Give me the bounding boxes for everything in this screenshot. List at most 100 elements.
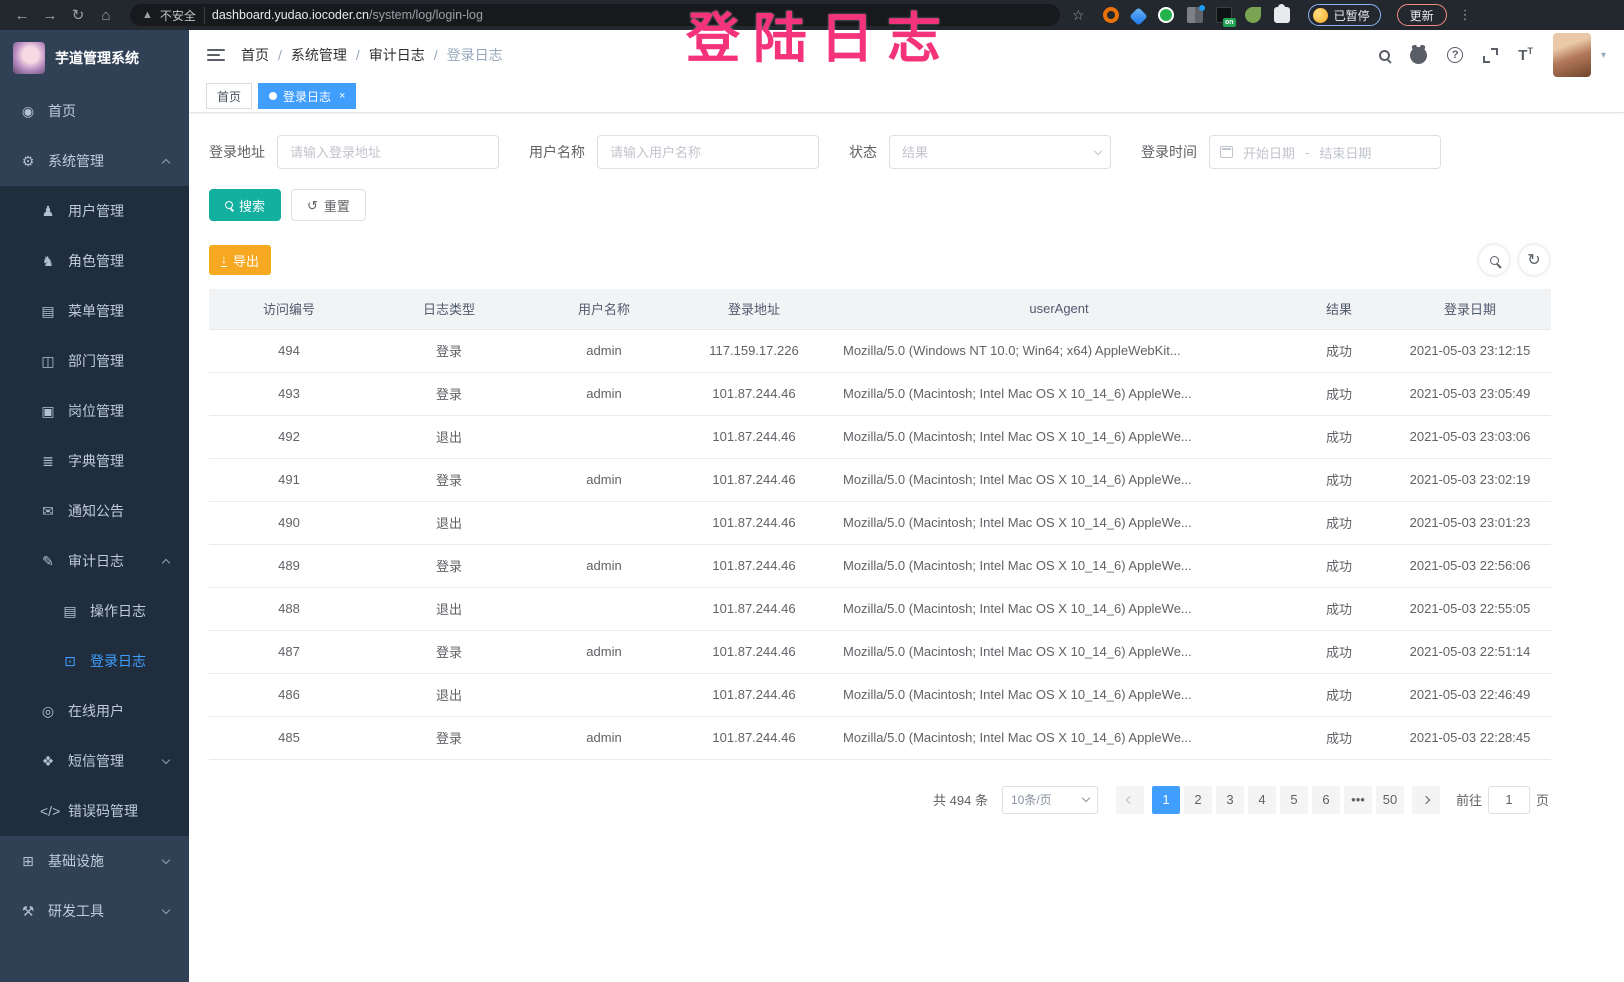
fullscreen-icon[interactable] — [1483, 47, 1499, 63]
extensions-puzzle-icon[interactable] — [1273, 4, 1290, 23]
bookmark-star-icon[interactable]: ☆ — [1072, 6, 1085, 23]
search-icon[interactable] — [1379, 49, 1391, 61]
top-navbar: 首页 / 系统管理 / 审计日志 / 登录日志 ? TT ▾ — [189, 30, 1624, 80]
sidebar-item-notice[interactable]: ✉ 通知公告 — [0, 486, 189, 536]
breadcrumb-item-home[interactable]: 首页 — [241, 47, 269, 63]
sidebar-item-label: 岗位管理 — [68, 403, 124, 419]
sidebar-item-label: 角色管理 — [68, 253, 124, 269]
update-button[interactable]: 更新 — [1396, 4, 1447, 26]
page-button-50[interactable]: 50 — [1375, 785, 1404, 814]
code-icon: </> — [40, 803, 61, 819]
extension-leaf-icon[interactable] — [1244, 7, 1261, 23]
reset-button[interactable]: ↺ 重置 — [291, 189, 366, 221]
range-separator: - — [1305, 144, 1310, 160]
browser-menu-icon[interactable]: ⋮ — [1458, 7, 1472, 22]
table-cell: admin — [529, 544, 679, 588]
sidebar-item-system[interactable]: ⚙ 系统管理 — [0, 136, 189, 186]
table-cell: 登录 — [369, 716, 529, 760]
sidebar-item-dev-tools[interactable]: ⚒ 研发工具 — [0, 886, 189, 936]
sidebar-item-error-code[interactable]: </> 错误码管理 — [0, 786, 189, 836]
table-row: 493 登录 admin 101.87.244.46 Mozilla/5.0 (Maci… — [209, 372, 1551, 416]
tag-login-log[interactable]: 登录日志 × — [258, 83, 357, 109]
sidebar-item-post[interactable]: ▣ 岗位管理 — [0, 386, 189, 436]
page-button-3[interactable]: 3 — [1215, 785, 1244, 814]
search-button[interactable]: 搜索 — [209, 189, 282, 221]
sidebar-item-user[interactable]: ♟ 用户管理 — [0, 186, 189, 236]
more-pages-button[interactable]: ••• — [1343, 785, 1372, 814]
app-title: 芋道管理系统 — [55, 50, 139, 66]
app-logo-image — [13, 42, 45, 74]
page-button-6[interactable]: 6 — [1311, 785, 1340, 814]
github-icon[interactable] — [1410, 46, 1428, 64]
page-button-4[interactable]: 4 — [1247, 785, 1276, 814]
avatar-caret-icon[interactable]: ▾ — [1600, 49, 1606, 61]
paused-badge[interactable]: 已暂停 — [1307, 4, 1381, 26]
browser-back-icon[interactable]: ← — [14, 6, 30, 24]
help-icon[interactable]: ? — [1447, 47, 1464, 63]
table-cell: admin — [529, 630, 679, 674]
status-select[interactable] — [889, 135, 1111, 169]
tag-close-icon[interactable]: × — [339, 90, 346, 102]
breadcrumb-item-system[interactable]: 系统管理 — [290, 47, 347, 63]
download-icon: ↓ — [221, 252, 227, 267]
font-size-icon[interactable]: TT — [1518, 46, 1533, 64]
sidebar-item-login-log[interactable]: ⊡ 登录日志 — [0, 636, 189, 686]
sidebar-item-label: 操作日志 — [90, 603, 146, 619]
goto-page-input[interactable] — [1487, 785, 1530, 814]
extension-ring-icon[interactable] — [1102, 7, 1119, 23]
username-input[interactable] — [597, 135, 819, 169]
table-cell: admin — [529, 329, 679, 373]
table-cell: 登录 — [369, 458, 529, 502]
sidebar-item-dict[interactable]: ≣ 字典管理 — [0, 436, 189, 486]
extension-grid-icon[interactable] — [1186, 5, 1205, 23]
sidebar-item-label: 审计日志 — [68, 553, 124, 569]
table-cell: 2021-05-03 23:05:49 — [1389, 372, 1551, 416]
goto-label: 前往 — [1455, 793, 1482, 808]
hamburger-icon[interactable] — [207, 49, 225, 61]
toggle-search-button[interactable] — [1479, 245, 1509, 275]
sidebar-item-dept[interactable]: ◫ 部门管理 — [0, 336, 189, 386]
sidebar-item-infra[interactable]: ⊞ 基础设施 — [0, 836, 189, 886]
sidebar-item-operate-log[interactable]: ▤ 操作日志 — [0, 586, 189, 636]
chevron-down-icon — [1081, 793, 1091, 803]
page-button-5[interactable]: 5 — [1279, 785, 1308, 814]
app-logo-row[interactable]: 芋道管理系统 — [0, 30, 189, 86]
browser-home-icon[interactable]: ⌂ — [101, 6, 111, 24]
user-avatar[interactable] — [1552, 33, 1591, 77]
column-header: 结果 — [1289, 289, 1389, 330]
sidebar-item-audit-log[interactable]: ✎ 审计日志 — [0, 536, 189, 586]
browser-forward-icon[interactable]: → — [42, 6, 58, 24]
sidebar-item-label: 用户管理 — [68, 203, 124, 219]
next-page-button[interactable] — [1411, 785, 1440, 814]
date-range-picker[interactable]: 开始日期 - 结束日期 — [1209, 135, 1441, 169]
sidebar-item-sms[interactable]: ❖ 短信管理 — [0, 736, 189, 786]
table-row: 492 退出 101.87.244.46 Mozilla/5.0 (Macintosh… — [209, 415, 1551, 459]
extension-gem-icon[interactable] — [1128, 6, 1148, 26]
menu-tree-icon: ▤ — [41, 302, 55, 319]
monitor-icon: ⊞ — [22, 852, 34, 869]
table-cell: 493 — [209, 372, 369, 416]
login-address-input[interactable] — [277, 135, 499, 169]
export-button[interactable]: ↓ 导出 — [209, 245, 272, 275]
breadcrumb-item-audit[interactable]: 审计日志 — [368, 47, 425, 63]
extension-list-icon[interactable]: on — [1215, 7, 1236, 27]
column-header: 用户名称 — [529, 289, 679, 330]
tag-home[interactable]: 首页 — [206, 83, 253, 109]
breadcrumb: 首页 / 系统管理 / 审计日志 / 登录日志 — [241, 47, 503, 63]
extension-green-icon[interactable] — [1157, 7, 1174, 23]
page-button-2[interactable]: 2 — [1183, 785, 1212, 814]
page-button-1[interactable]: 1 — [1151, 785, 1180, 814]
prev-page-button[interactable] — [1115, 785, 1144, 814]
sidebar-item-home[interactable]: ◉ 首页 — [0, 86, 189, 136]
page-size-select[interactable]: 10条/页 — [1001, 785, 1098, 814]
sidebar-item-online-user[interactable]: ◎ 在线用户 — [0, 686, 189, 736]
address-bar[interactable]: ▲ 不安全 dashboard.yudao.iocoder.cn/system/… — [130, 4, 1060, 26]
refresh-table-button[interactable]: ↻ — [1519, 245, 1549, 275]
browser-reload-icon[interactable]: ↻ — [71, 6, 85, 24]
update-button-label: 更新 — [1409, 8, 1434, 23]
sidebar-item-menu[interactable]: ▤ 菜单管理 — [0, 286, 189, 336]
table-row: 494 登录 admin 117.159.17.226 Mozilla/5.0 (Win… — [209, 329, 1551, 373]
table-cell: 491 — [209, 458, 369, 502]
table-cell: 101.87.244.46 — [679, 716, 829, 760]
sidebar-item-role[interactable]: ♞ 角色管理 — [0, 236, 189, 286]
